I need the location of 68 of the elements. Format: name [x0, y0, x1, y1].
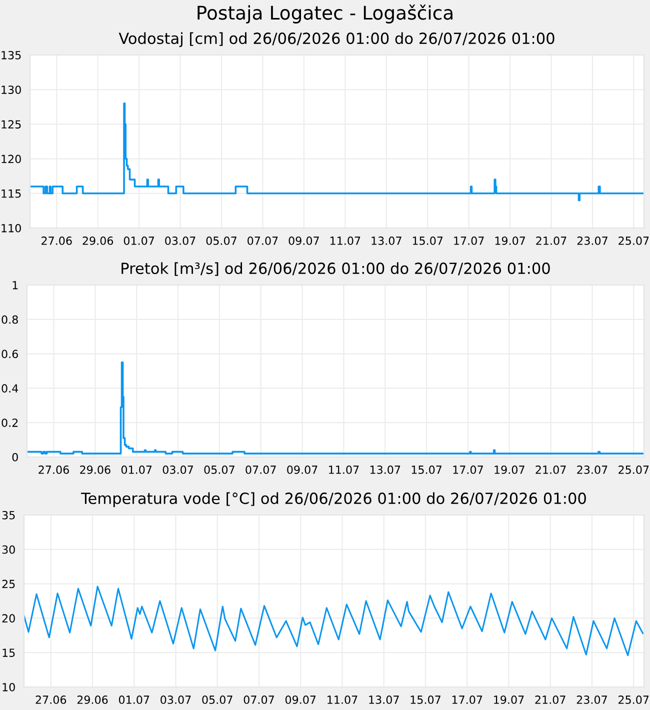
x-tick-label: 15.07 [412, 236, 443, 245]
x-tick-label: 21.07 [536, 236, 566, 245]
x-tick-label: 15.07 [412, 466, 442, 474]
x-tick-label: 21.07 [536, 466, 566, 474]
x-tick-label: 13.07 [370, 466, 400, 474]
x-tick-label: 13.07 [372, 236, 402, 245]
chart-title: Postaja Logatec - Logaščica [198, 4, 452, 24]
x-tick-label: 23.07 [577, 466, 608, 474]
x-tick-label: 29.06 [77, 696, 108, 704]
y-tick-label: 0.6 [2, 350, 18, 358]
y-tick-label: 35 [2, 510, 15, 520]
y-tick-label: 25 [2, 580, 15, 588]
x-tick-label: 11.07 [329, 466, 359, 474]
x-tick-label: 13.07 [369, 696, 399, 704]
y-tick-label: 0.4 [2, 384, 18, 393]
x-tick-label: 25.07 [618, 696, 649, 704]
x-tick-label: 05.07 [202, 696, 232, 704]
x-tick-label: 03.07 [165, 236, 196, 245]
y-tick-label: 125 [2, 120, 21, 129]
chart-subtitle: Vodostaj [cm] od 26/06/2026 01:00 do 26/07/2026 01:00 [118, 32, 554, 48]
x-tick-label: 17.07 [454, 236, 484, 245]
y-tick-label: 120 [2, 154, 21, 164]
x-tick-label: 27.06 [38, 466, 69, 474]
x-tick-label: 15.07 [410, 696, 440, 704]
x-tick-label: 03.07 [162, 466, 193, 474]
x-tick-label: 25.07 [618, 466, 649, 474]
y-tick-label: 10 [2, 682, 15, 692]
x-tick-label: 29.06 [82, 236, 114, 245]
x-tick-label: 07.07 [244, 696, 274, 704]
x-tick-label: 21.07 [535, 696, 566, 704]
y-tick-label: 130 [2, 86, 21, 94]
x-tick-label: 09.07 [288, 236, 319, 245]
x-tick-label: 01.07 [124, 236, 154, 245]
x-tick-label: 17.07 [453, 466, 483, 474]
x-tick-label: 11.07 [330, 236, 360, 245]
x-tick-label: 01.07 [121, 466, 152, 474]
x-tick-label: 19.07 [494, 466, 524, 474]
y-tick-label: 135 [2, 50, 21, 60]
y-tick-label: 0.2 [2, 418, 18, 427]
x-tick-label: 05.07 [204, 466, 234, 474]
x-tick-label: 23.07 [577, 236, 608, 245]
y-tick-label: 1 [12, 281, 18, 290]
x-tick-label: 07.07 [248, 236, 278, 245]
y-tick-label: 0.8 [2, 315, 18, 324]
x-tick-label: 23.07 [576, 696, 607, 704]
y-tick-label: 15 [2, 648, 15, 657]
y-tick-label: 115 [2, 190, 21, 198]
x-tick-label: 29.06 [80, 466, 110, 474]
x-tick-label: 19.07 [494, 696, 524, 704]
y-tick-label: 20 [2, 614, 15, 623]
chart-title: Pretok [m³/s] od 26/06/2026 01:00 do 26/07/2026 01:00 [122, 262, 550, 276]
line-series [24, 586, 644, 656]
x-tick-label: 09.07 [285, 696, 316, 704]
x-tick-label: 05.07 [206, 236, 236, 245]
y-tick-label: 30 [2, 545, 15, 554]
y-tick-label: 0 [12, 452, 18, 462]
chart-title: Temperatura vode [°C] od 26/06/2026 01:00 do 26/07/2026 01:00 [81, 492, 586, 508]
x-tick-label: 19.07 [495, 236, 525, 245]
x-tick-label: 09.07 [287, 466, 318, 474]
x-tick-label: 03.07 [160, 696, 191, 704]
y-tick-label: 110 [2, 224, 21, 232]
x-tick-label: 27.06 [42, 236, 72, 245]
x-tick-label: 17.07 [452, 696, 482, 704]
x-tick-label: 07.07 [246, 466, 276, 474]
x-tick-label: 01.07 [118, 696, 150, 704]
x-tick-label: 27.06 [36, 696, 66, 704]
x-tick-label: 25.07 [618, 236, 649, 245]
x-tick-label: 11.07 [328, 696, 358, 704]
